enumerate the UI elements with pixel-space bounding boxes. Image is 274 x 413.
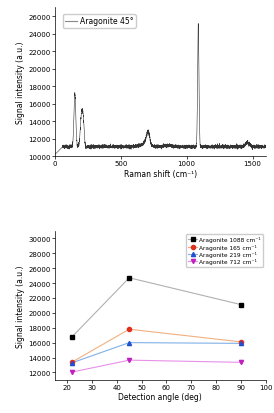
Legend: Aragonite 45°: Aragonite 45° bbox=[63, 15, 136, 28]
X-axis label: Raman shift (cm⁻¹): Raman shift (cm⁻¹) bbox=[124, 169, 197, 178]
Aragonite 712 cm⁻¹ bbox=[128, 358, 131, 363]
Line: Aragonite 219 cm⁻¹: Aragonite 219 cm⁻¹ bbox=[70, 341, 243, 365]
Line: Aragonite 1088 cm⁻¹: Aragonite 1088 cm⁻¹ bbox=[70, 276, 243, 339]
X-axis label: Detection angle (deg): Detection angle (deg) bbox=[118, 392, 202, 401]
Aragonite 712 cm⁻¹ bbox=[70, 370, 74, 375]
Y-axis label: Signal intensity (a.u.): Signal intensity (a.u.) bbox=[16, 41, 25, 124]
Aragonite 1088 cm⁻¹ bbox=[239, 302, 242, 307]
Aragonite 165 cm⁻¹ bbox=[70, 360, 74, 365]
Aragonite 219 cm⁻¹ bbox=[70, 361, 74, 366]
Aragonite 219 cm⁻¹ bbox=[128, 340, 131, 345]
Aragonite 712 cm⁻¹ bbox=[239, 360, 242, 365]
Aragonite 165 cm⁻¹ bbox=[239, 339, 242, 344]
Aragonite 1088 cm⁻¹ bbox=[128, 275, 131, 280]
Line: Aragonite 712 cm⁻¹: Aragonite 712 cm⁻¹ bbox=[70, 358, 243, 374]
Legend: Aragonite 1088 cm⁻¹, Aragonite 165 cm⁻¹, Aragonite 219 cm⁻¹, Aragonite 712 cm⁻¹: Aragonite 1088 cm⁻¹, Aragonite 165 cm⁻¹,… bbox=[186, 234, 263, 267]
Y-axis label: Signal intensity (a.u.): Signal intensity (a.u.) bbox=[16, 264, 25, 347]
Line: Aragonite 165 cm⁻¹: Aragonite 165 cm⁻¹ bbox=[70, 328, 243, 364]
Aragonite 219 cm⁻¹ bbox=[239, 341, 242, 346]
Aragonite 1088 cm⁻¹ bbox=[70, 335, 74, 339]
Aragonite 165 cm⁻¹ bbox=[128, 327, 131, 332]
